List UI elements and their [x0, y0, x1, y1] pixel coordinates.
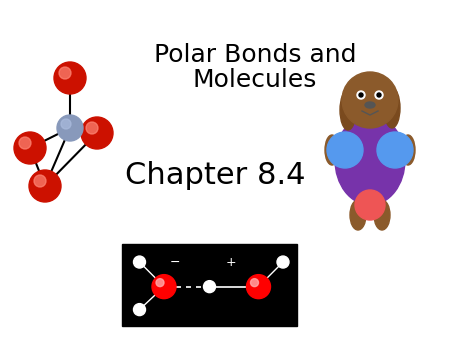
- Ellipse shape: [384, 88, 400, 128]
- Circle shape: [156, 279, 164, 287]
- Circle shape: [134, 256, 145, 268]
- Circle shape: [377, 93, 381, 97]
- Circle shape: [247, 275, 270, 299]
- Circle shape: [86, 122, 98, 134]
- Circle shape: [19, 137, 31, 149]
- Text: Molecules: Molecules: [193, 68, 317, 92]
- Ellipse shape: [340, 90, 356, 130]
- Circle shape: [357, 91, 365, 99]
- Text: Polar Bonds and: Polar Bonds and: [154, 43, 356, 67]
- Bar: [122, 244, 297, 326]
- Circle shape: [355, 190, 385, 220]
- Circle shape: [57, 115, 83, 141]
- Circle shape: [377, 132, 413, 168]
- Circle shape: [14, 132, 46, 164]
- Ellipse shape: [365, 102, 375, 108]
- Ellipse shape: [350, 200, 366, 230]
- Circle shape: [152, 275, 176, 299]
- Ellipse shape: [374, 200, 390, 230]
- Circle shape: [29, 170, 61, 202]
- Circle shape: [34, 175, 46, 187]
- Circle shape: [375, 91, 383, 99]
- Text: +: +: [225, 256, 236, 268]
- Circle shape: [203, 281, 216, 293]
- Circle shape: [342, 72, 398, 128]
- Circle shape: [81, 117, 113, 149]
- Circle shape: [251, 279, 258, 287]
- Circle shape: [54, 62, 86, 94]
- Circle shape: [359, 93, 363, 97]
- Ellipse shape: [401, 135, 415, 165]
- Text: Chapter 8.4: Chapter 8.4: [125, 161, 305, 190]
- Circle shape: [59, 67, 71, 79]
- Circle shape: [61, 119, 71, 129]
- Circle shape: [327, 132, 363, 168]
- Circle shape: [277, 256, 289, 268]
- Text: −: −: [169, 256, 180, 268]
- Ellipse shape: [325, 135, 339, 165]
- Ellipse shape: [335, 115, 405, 205]
- Circle shape: [134, 304, 145, 316]
